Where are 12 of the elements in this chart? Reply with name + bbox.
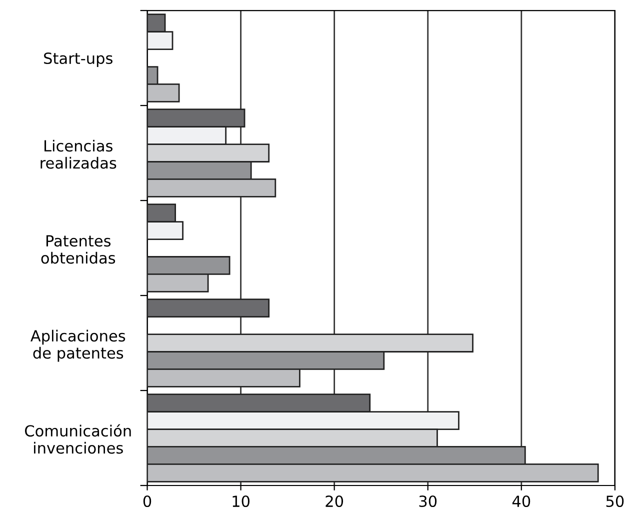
x-tick-label: 30 <box>419 495 437 508</box>
y-tick-label: Aplicaciones de patentes <box>30 330 126 362</box>
y-tick-label: Licencias realizadas <box>40 140 116 169</box>
x-tick-label: 50 <box>606 495 624 508</box>
x-tick-label: 40 <box>512 495 530 508</box>
bar <box>147 298 270 318</box>
y-tick-label: Comunicación invenciones <box>25 424 131 454</box>
x-tick-label: 0 <box>143 495 152 508</box>
x-tick-label: 20 <box>326 495 344 508</box>
y-tick-label: Patentes obtenidas <box>41 235 116 264</box>
x-tick-label: 10 <box>232 495 250 508</box>
y-tick-label: Start-ups <box>44 52 112 67</box>
